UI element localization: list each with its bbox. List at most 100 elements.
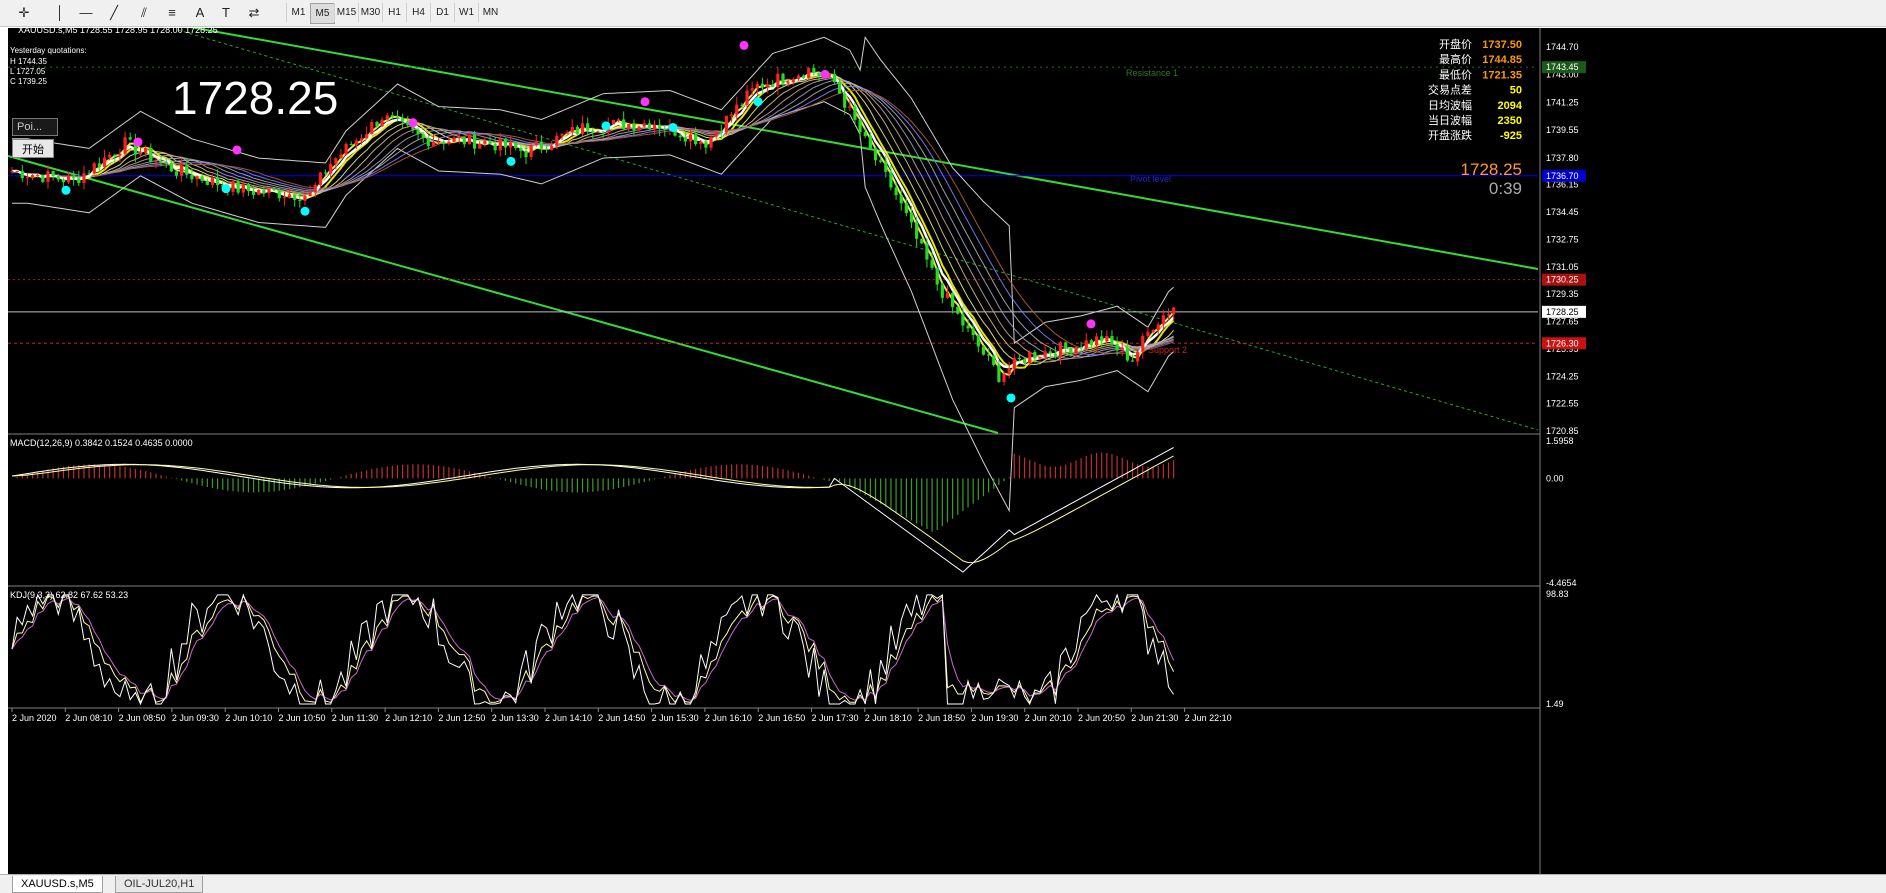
pivot-label: Pivot level: [1130, 174, 1171, 184]
candle-body: [997, 364, 1001, 382]
candle-body: [195, 176, 199, 180]
candle-body: [108, 154, 112, 158]
timeframe-h4-button[interactable]: H4: [406, 3, 430, 22]
fractal-high-dot: [1086, 319, 1096, 329]
candle-body: [385, 115, 389, 120]
shapes-icon[interactable]: ⇄: [248, 4, 260, 20]
candle-body: [709, 136, 713, 148]
info-value: -925: [1500, 130, 1522, 142]
horizontal-line-icon[interactable]: —: [79, 5, 93, 20]
timeframe-mn-button[interactable]: MN: [478, 3, 502, 22]
timeframe-w1-button[interactable]: W1: [454, 3, 478, 22]
kdj-label: KDJ(9,3,3) 62.82 67.62 53.23: [10, 590, 128, 600]
candle-body: [123, 137, 127, 154]
candle-body: [416, 129, 420, 134]
candle-body: [791, 78, 795, 83]
time-axis-label: 2 Jun 16:50: [758, 713, 805, 723]
candle-body: [1043, 351, 1047, 358]
candle-body: [144, 147, 148, 153]
candle-body: [1012, 357, 1016, 369]
equidistant-channel-icon[interactable]: ⫽: [141, 4, 147, 20]
fractal-low-dot: [1006, 393, 1016, 403]
price-marker-box: [1542, 273, 1586, 286]
candle-body: [169, 163, 173, 172]
candle-body: [678, 135, 682, 138]
yesterday-close: C 1739.25: [10, 77, 47, 86]
candle-body: [1151, 329, 1155, 332]
candle-body: [755, 83, 759, 89]
moving-average-line: [11, 78, 1174, 362]
trendline-icon[interactable]: ╱: [110, 4, 118, 20]
timeframe-m30-button[interactable]: M30: [358, 3, 382, 22]
candle-body: [231, 181, 235, 192]
chart-window[interactable]: Resistance 1 Pivot level Support 2 XAUUSD.s…: [8, 28, 1886, 874]
macd-axis-label: -4.4654: [1546, 578, 1577, 588]
candle-body: [354, 140, 358, 145]
candle-body: [1130, 360, 1135, 362]
candle-body: [632, 123, 636, 131]
candle-body: [467, 134, 472, 145]
price-axis-label: 1736.15: [1546, 180, 1579, 190]
candle-body: [976, 335, 980, 347]
candle-body: [97, 163, 101, 168]
macd-label: MACD(12,26,9) 0.3842 0.1524 0.4635 0.000…: [10, 438, 193, 448]
candle-body: [884, 161, 888, 172]
candle-body: [894, 187, 898, 196]
price-chart[interactable]: Resistance 1 Pivot level Support 2 XAUUSD.s…: [8, 28, 1886, 874]
candle-body: [1069, 347, 1073, 354]
poi-input[interactable]: Poi...: [12, 118, 58, 136]
price-axis-label: 1734.45: [1546, 207, 1579, 217]
candle-body: [349, 144, 353, 146]
countdown-timer: 0:39: [1489, 179, 1522, 198]
fractal-low-dot: [506, 156, 516, 166]
candle-body: [370, 122, 374, 135]
candle-body: [236, 181, 240, 193]
candle-body: [118, 153, 122, 156]
candle-body: [1120, 347, 1124, 351]
timeframe-h1-button[interactable]: H1: [382, 3, 406, 22]
candle-body: [555, 135, 559, 146]
price-axis-label: 1720.85: [1546, 426, 1579, 436]
candle-body: [987, 354, 991, 356]
candle-body: [750, 88, 754, 91]
candle-body: [1136, 351, 1140, 362]
price-axis-label: 1729.35: [1546, 289, 1579, 299]
candle-body: [837, 82, 842, 94]
candle-body: [1146, 331, 1150, 336]
candle-body: [210, 177, 215, 185]
candle-body: [1048, 351, 1052, 354]
price-axis-label: 1724.25: [1546, 371, 1579, 381]
candle-body: [596, 131, 600, 133]
vertical-line-icon[interactable]: │: [55, 5, 65, 20]
text-label-icon[interactable]: T: [222, 5, 230, 20]
candle-body: [873, 148, 878, 161]
candle-body: [951, 292, 955, 308]
candle-body: [503, 138, 508, 148]
kdj-k-line: [11, 594, 1175, 704]
timeframe-m1-button[interactable]: M1: [286, 3, 310, 22]
candle-body: [287, 194, 292, 198]
candle-body: [20, 170, 24, 179]
crosshair-icon[interactable]: ✛: [18, 4, 30, 20]
timeframe-m5-button[interactable]: M5: [310, 3, 335, 24]
timeframe-d1-button[interactable]: D1: [430, 3, 454, 22]
candle-body: [30, 175, 35, 178]
candle-body: [1110, 336, 1114, 344]
timeframe-m15-button[interactable]: M15: [334, 3, 358, 22]
candle-body: [1105, 336, 1109, 342]
candle-body: [246, 184, 251, 192]
candle-body: [796, 75, 801, 79]
candle-body: [1007, 368, 1011, 374]
chart-tab[interactable]: OIL-JUL20,H1: [115, 876, 204, 893]
time-axis-label: 2 Jun 14:10: [545, 713, 592, 723]
candle-body: [627, 123, 631, 130]
chart-tab[interactable]: XAUUSD.s,M5: [12, 876, 103, 893]
candle-body: [251, 191, 256, 195]
candle-body: [889, 171, 893, 188]
text-icon[interactable]: A: [195, 5, 205, 20]
fibonacci-icon[interactable]: ≡: [168, 5, 176, 20]
start-button[interactable]: 开始: [12, 139, 54, 158]
info-label: 日均波幅: [1428, 99, 1472, 112]
candle-body: [339, 154, 343, 159]
candle-body: [1053, 353, 1058, 357]
